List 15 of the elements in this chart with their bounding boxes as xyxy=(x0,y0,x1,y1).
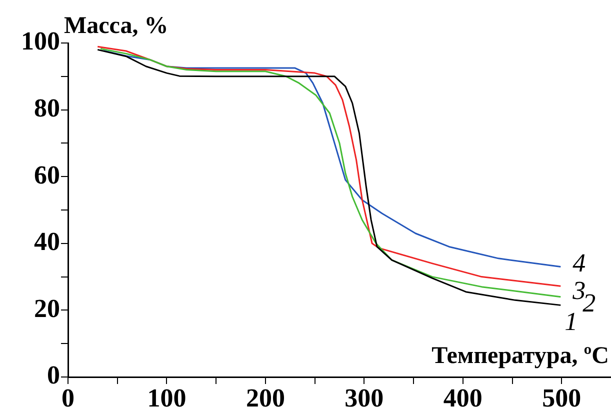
x-tick-label: 400 xyxy=(443,383,482,412)
y-tick-label: 20 xyxy=(34,294,60,323)
series-label: 1 xyxy=(564,307,578,336)
x-tick-label: 500 xyxy=(542,383,582,412)
y-tick-label: 80 xyxy=(34,94,60,123)
y-tick-label: 40 xyxy=(34,227,60,256)
x-tick-label: 100 xyxy=(147,383,186,412)
x-tick-label: 300 xyxy=(344,383,384,412)
y-axis-title: Масса, % xyxy=(64,13,168,40)
y-tick-label: 0 xyxy=(47,360,60,390)
x-tick-label: 200 xyxy=(246,383,285,412)
series-label: 4 xyxy=(572,248,586,278)
y-tick-label: 60 xyxy=(34,160,60,190)
x-axis-title: Температура, ºC xyxy=(432,343,609,370)
y-tick-label: 100 xyxy=(21,26,60,56)
